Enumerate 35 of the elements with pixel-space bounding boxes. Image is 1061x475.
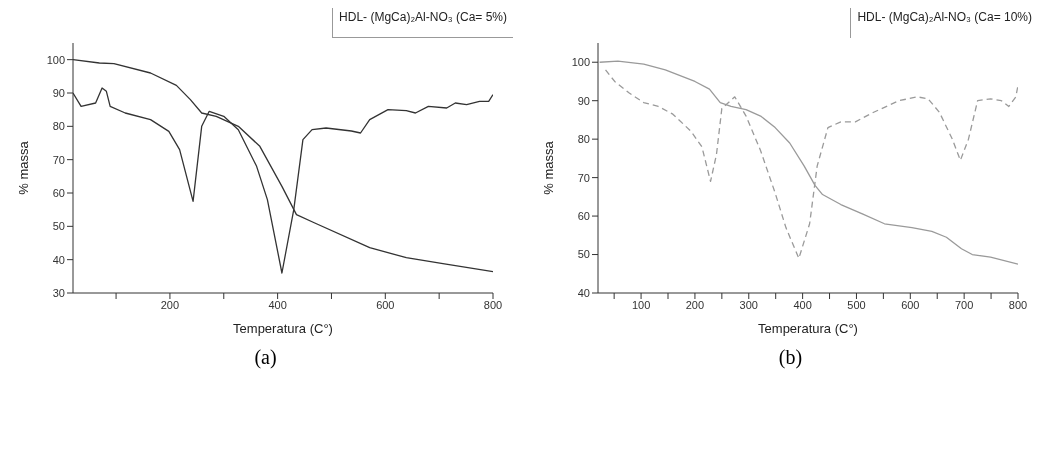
x-tick-label: 700 xyxy=(954,298,974,311)
x-tick-label: 200 xyxy=(160,298,180,311)
y-tick-label: 30 xyxy=(52,286,65,299)
x-tick-label: 800 xyxy=(483,298,503,311)
y-tick-label: 40 xyxy=(577,286,590,299)
x-axis-title: Temperatura (C°) xyxy=(233,321,333,336)
y-tick-label: 80 xyxy=(52,120,65,133)
text: (b) xyxy=(777,346,804,369)
x-tick-label: 400 xyxy=(268,298,287,311)
x-tick-label: 800 xyxy=(1008,298,1028,311)
text: (a) xyxy=(253,346,278,369)
y-tick-label: 60 xyxy=(52,186,65,199)
y-tick-label: 100 xyxy=(571,56,590,69)
y-tick-label: 90 xyxy=(577,94,590,107)
y-tick-label: 40 xyxy=(52,253,65,266)
chart-title: HDL- (MgCa)₂Al-NO₃ (Ca= 5%) xyxy=(332,8,513,38)
y-tick-label: 100 xyxy=(46,53,65,66)
y-axis-title: % massa xyxy=(15,140,31,195)
y-axis-title: % massa xyxy=(540,140,556,195)
y-tick-label: 60 xyxy=(577,209,590,222)
y-tick-label: 80 xyxy=(577,133,590,146)
y-tick-label: 50 xyxy=(577,248,590,261)
y-tick-label: 70 xyxy=(577,171,590,184)
x-axis-title: Temperatura (C°) xyxy=(758,321,858,336)
x-tick-label: 600 xyxy=(376,298,395,311)
y-tick-label: 50 xyxy=(52,220,65,233)
x-tick-label: 100 xyxy=(631,298,651,311)
x-tick-label: 600 xyxy=(901,298,920,311)
chart-title: HDL- (MgCa)₂Al-NO₃ (Ca= 10%) xyxy=(850,8,1038,38)
y-tick-label: 90 xyxy=(52,86,65,99)
x-tick-label: 400 xyxy=(793,298,812,311)
x-tick-label: 300 xyxy=(739,298,758,311)
y-tick-label: 70 xyxy=(52,153,65,166)
x-tick-label: 200 xyxy=(685,298,705,311)
x-tick-label: 500 xyxy=(847,298,866,311)
